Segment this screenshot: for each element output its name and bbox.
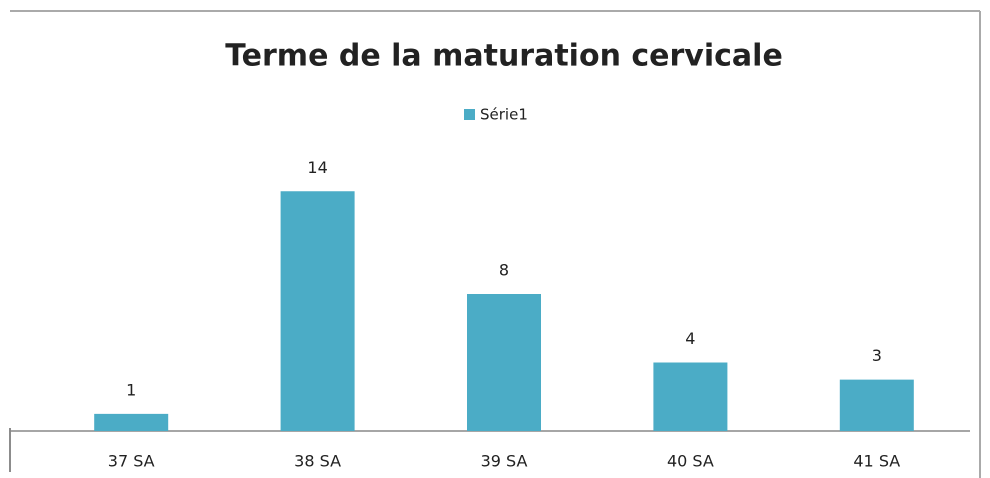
data-label: 4: [685, 329, 695, 348]
legend-label: Série1: [480, 106, 528, 124]
data-label: 1: [126, 380, 136, 399]
bar: [839, 379, 914, 431]
x-tick-label: 41 SA: [853, 452, 900, 471]
data-label: 14: [307, 158, 327, 177]
bar: [467, 294, 541, 431]
x-tick-label: 40 SA: [667, 452, 714, 471]
bar: [94, 413, 169, 431]
chart-title: Terme de la maturation cervicale: [225, 39, 783, 74]
data-label: 3: [872, 346, 882, 365]
legend-swatch: [464, 109, 475, 120]
x-tick-label: 37 SA: [108, 452, 155, 471]
bar: [280, 191, 355, 431]
data-label: 8: [499, 261, 509, 280]
x-tick-label: 39 SA: [481, 452, 528, 471]
bar: [653, 362, 728, 431]
x-tick-label: 38 SA: [294, 452, 341, 471]
